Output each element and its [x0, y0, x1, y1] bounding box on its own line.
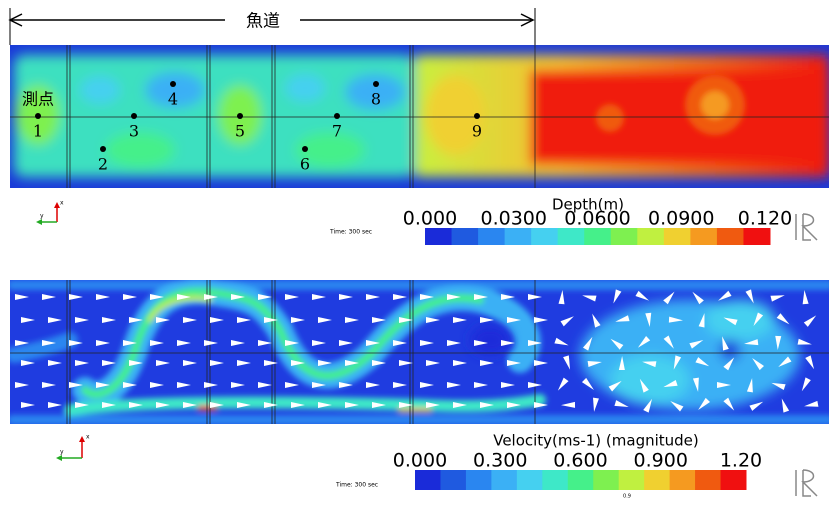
- axis-y-label: y: [40, 213, 44, 220]
- station-dot: [170, 81, 176, 87]
- colorbar-segment: [644, 470, 670, 490]
- time-label: Time: 300 sec: [335, 482, 378, 489]
- colorbar-segment: [517, 470, 543, 490]
- fishway-label: 魚道: [246, 12, 280, 32]
- legend-title: Velocity(ms-1) (magnitude): [493, 432, 699, 450]
- colorbar-tick-label: 0.600: [553, 450, 607, 472]
- station-number: 7: [332, 122, 342, 141]
- colorbar-tick-label: 0.0900: [648, 208, 714, 230]
- colorbar-tick-label: 0.300: [473, 450, 527, 472]
- colorbar-segment: [743, 228, 770, 245]
- colorbar-tick-label: 1.20: [720, 450, 762, 472]
- colorbar-segment: [478, 228, 505, 245]
- station-dot: [131, 113, 137, 119]
- colorbar-segment: [695, 470, 721, 490]
- colorbar-tick-label: 0.0300: [481, 208, 547, 230]
- station-number: 6: [300, 155, 310, 174]
- colorbar-segment: [440, 470, 466, 490]
- station-number: 1: [33, 122, 43, 141]
- colorbar-segment: [425, 228, 452, 245]
- colorbar-segment: [637, 228, 664, 245]
- colorbar-segment: [452, 228, 479, 245]
- colorbar-segment: [619, 470, 645, 490]
- colorbar-tick-label: 0.000: [393, 450, 447, 472]
- colorbar-segment: [415, 470, 441, 490]
- station-dot: [334, 113, 340, 119]
- colorbar-segment: [670, 470, 696, 490]
- colorbar-segment: [542, 470, 568, 490]
- axis-x-label: x: [60, 200, 64, 207]
- station-number: 3: [129, 122, 139, 141]
- colorbar-segment: [466, 470, 492, 490]
- station-number: 5: [235, 122, 245, 141]
- axis-y-label: y: [60, 449, 64, 456]
- station-dot: [373, 81, 379, 87]
- station-number: 4: [168, 90, 178, 109]
- colorbar-tick-label: 0.0600: [564, 208, 630, 230]
- legend-note: 0.9: [623, 494, 631, 500]
- colorbar-segment: [721, 470, 747, 490]
- colorbar-segment: [568, 470, 594, 490]
- station-dot: [35, 113, 41, 119]
- station-number: 8: [371, 90, 381, 109]
- colorbar-segment: [505, 228, 532, 245]
- station-dot: [100, 146, 106, 152]
- colorbar-segment: [611, 228, 638, 245]
- colorbar-segment: [690, 228, 717, 245]
- colorbar-segment: [491, 470, 517, 490]
- station-dot: [237, 113, 243, 119]
- colorbar-tick-label: 0.900: [634, 450, 688, 472]
- station-number: 2: [98, 155, 108, 174]
- station-label: 測点: [22, 90, 54, 109]
- colorbar: 0.000 0.0300 0.0600 0.0900 0.120: [403, 208, 792, 246]
- station-number: 9: [472, 122, 482, 141]
- colorbar: 0.000 0.300 0.600 0.900 1.20: [393, 450, 762, 491]
- colorbar-segment: [717, 228, 744, 245]
- colorbar-segment: [531, 228, 558, 245]
- colorbar-segment: [593, 470, 619, 490]
- time-label: Time: 300 sec: [329, 229, 372, 236]
- station-dot: [474, 113, 480, 119]
- colorbar-segment: [584, 228, 611, 245]
- screenshot: 魚道 1 2 3 4 5 6 7 8 9 測点: [0, 0, 829, 508]
- station-dot: [302, 146, 308, 152]
- axis-x-label: x: [86, 434, 90, 441]
- colorbar-segment: [558, 228, 585, 245]
- colorbar-tick-label: 0.120: [738, 208, 792, 230]
- colorbar-segment: [664, 228, 691, 245]
- colorbar-tick-label: 0.000: [403, 208, 457, 230]
